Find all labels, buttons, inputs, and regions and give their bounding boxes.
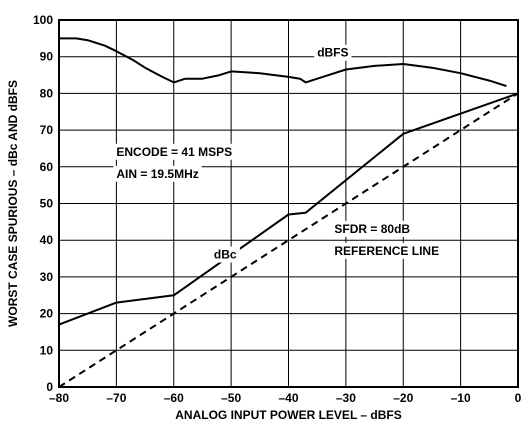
y-tick-label: 60 [40, 160, 54, 174]
series-line-dbfs [59, 37, 507, 88]
annotation-background [210, 246, 240, 263]
annotation: SFDR = 80dB [334, 222, 410, 236]
x-tick-label: –20 [393, 391, 413, 405]
x-axis-title: ANALOG INPUT POWER LEVEL – dBFS [175, 408, 401, 422]
series-group [58, 37, 519, 388]
y-tick-label: 50 [40, 197, 54, 211]
x-tick-label: –40 [278, 391, 298, 405]
plot-frame [58, 19, 519, 388]
y-tick-label: 10 [40, 343, 54, 357]
y-axis-title: WORST CASE SPURIOUS – dBc AND dBFS [6, 80, 20, 327]
y-tick-label: 0 [46, 380, 53, 394]
y-tick-label: 20 [40, 307, 54, 321]
annotation-background [113, 165, 202, 182]
annotation-background [113, 143, 236, 160]
x-tick-label: 0 [515, 391, 522, 405]
grid [59, 20, 518, 387]
y-tick-label: 90 [40, 50, 54, 64]
x-tick-label: –30 [336, 391, 356, 405]
annotation: dBFS [317, 46, 348, 60]
x-tick-label: –70 [106, 391, 126, 405]
series-line-sfdr-80db-reference-line [58, 92, 519, 388]
y-tick-label: 100 [33, 13, 53, 27]
annotations: dBFS ENCODE = 41 MSPS AIN = 19.5MHz SFDR = … [113, 44, 443, 263]
y-tick-label: 80 [40, 86, 54, 100]
annotation: ENCODE = 41 MSPS [116, 145, 232, 159]
x-tick-label: –80 [49, 391, 69, 405]
y-tick-label: 70 [40, 123, 54, 137]
annotation-background [331, 242, 443, 259]
annotation: REFERENCE LINE [334, 244, 439, 258]
tick-labels: –80 –70 –60 –50 –40 –30 –20 –10 0 0 10 20 30 40 50 60 70… [33, 13, 522, 405]
x-tick-label: –60 [164, 391, 184, 405]
annotation: dBc [214, 248, 237, 262]
y-tick-label: 40 [40, 233, 54, 247]
x-tick-label: –10 [451, 391, 471, 405]
y-tick-label: 30 [40, 270, 54, 284]
annotation-background [314, 44, 352, 61]
series-line-dbc [58, 92, 519, 326]
x-tick-label: –50 [221, 391, 241, 405]
annotation: AIN = 19.5MHz [116, 167, 198, 181]
annotation-background [331, 220, 414, 237]
